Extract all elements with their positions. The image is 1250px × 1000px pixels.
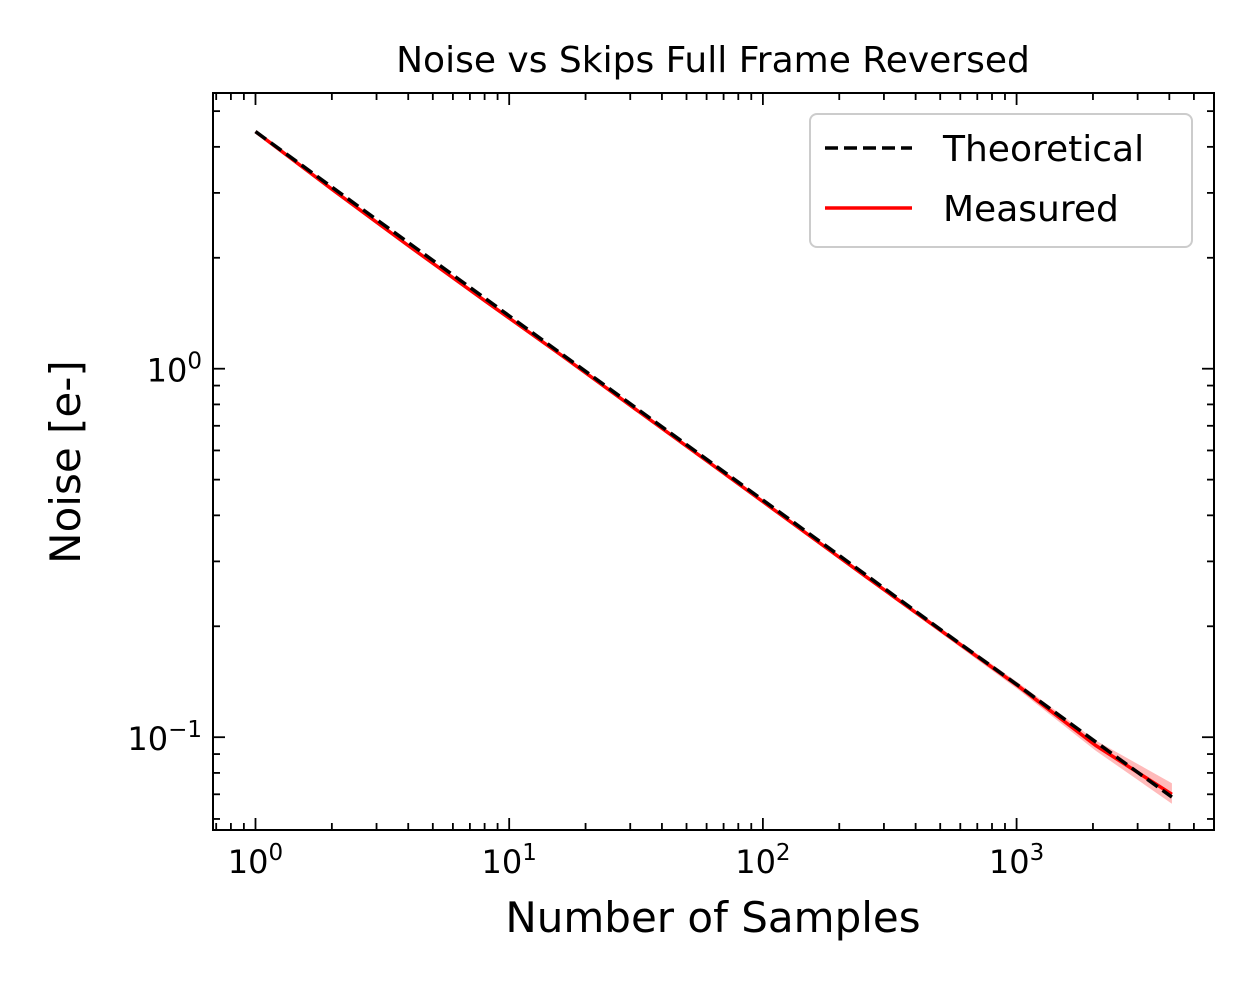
y-tick-base: 10	[127, 720, 168, 758]
plot-frame	[212, 92, 1215, 831]
y-axis-label: Noise [e-]	[41, 360, 90, 564]
theoretical-series-line	[254, 130, 1173, 799]
x-tick-base: 10	[482, 843, 523, 881]
x-tick-label: 100	[228, 840, 283, 881]
y-tick-base: 10	[147, 352, 188, 390]
x-tick-exponent: 3	[1030, 840, 1045, 866]
chart-title: Noise vs Skips Full Frame Reversed	[396, 40, 1030, 81]
x-tick-base: 10	[735, 843, 776, 881]
y-tick-label: 100	[147, 349, 202, 390]
y-tick-exponent: 0	[187, 349, 202, 375]
x-tick-label: 103	[989, 840, 1044, 881]
legend-label-measured: Measured	[943, 189, 1119, 230]
x-tick-exponent: 2	[776, 840, 791, 866]
y-tick-exponent: −1	[168, 717, 202, 743]
legend: Theoretical Measured	[809, 113, 1193, 248]
legend-label-theoretical: Theoretical	[942, 129, 1144, 170]
series-layer	[254, 130, 1173, 804]
x-tick-exponent: 1	[522, 840, 537, 866]
x-tick-exponent: 0	[269, 840, 284, 866]
measured-series-line	[254, 130, 1173, 796]
x-tick-label: 101	[482, 840, 537, 881]
y-tick-label: 10−1	[127, 717, 202, 758]
x-tick-base: 10	[989, 843, 1030, 881]
x-tick-base: 10	[228, 843, 269, 881]
x-tick-label: 102	[735, 840, 790, 881]
x-axis-label: Number of Samples	[505, 893, 920, 942]
